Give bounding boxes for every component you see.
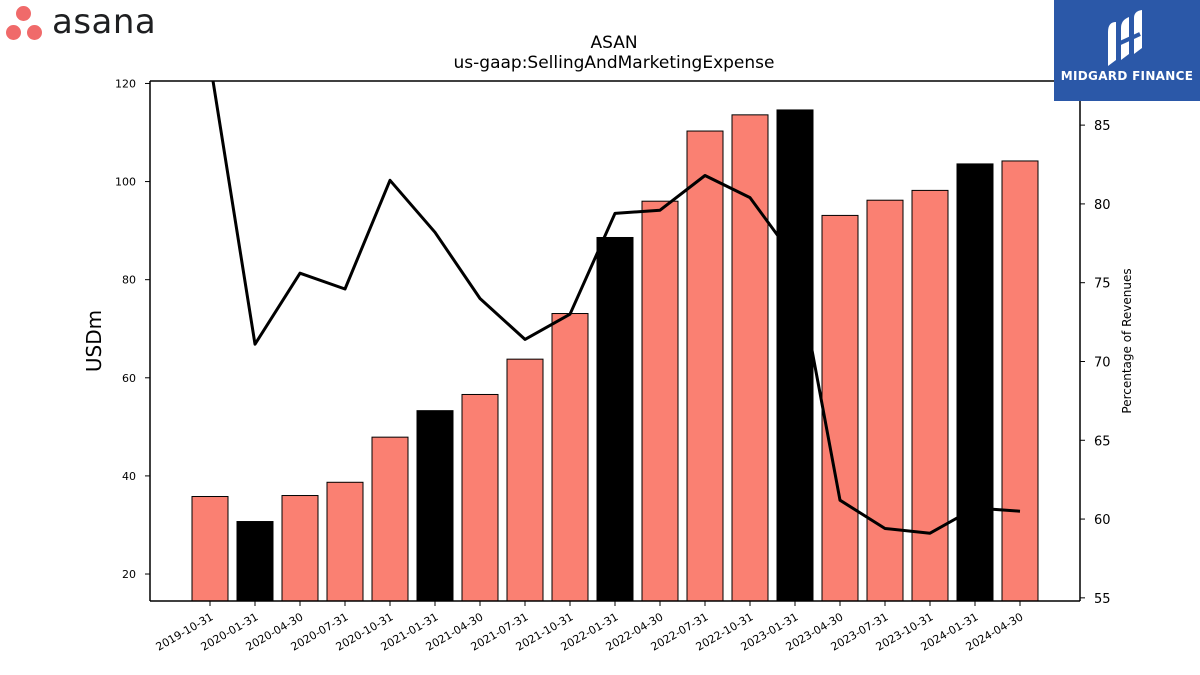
y-tick-label: 80 — [122, 274, 136, 287]
y-tick-label: 20 — [122, 568, 136, 581]
bar-2019-10-31 — [191, 496, 229, 602]
bar-2023-07-31 — [866, 199, 904, 602]
bar-2022-07-31 — [686, 130, 724, 602]
chart-title: ASAN — [590, 33, 637, 53]
line-layer — [211, 81, 1021, 535]
watermark-text: MIDGARD FINANCE — [1060, 69, 1194, 83]
bar-2023-10-31 — [911, 189, 949, 602]
y-tick-label: 40 — [122, 470, 136, 483]
bar-2024-04-30 — [1001, 160, 1039, 602]
bar-2020-10-31 — [371, 436, 409, 602]
y-tick-label: 120 — [115, 77, 136, 90]
y2-tick-label: 80 — [1094, 198, 1111, 213]
bars-layer — [191, 109, 1039, 602]
y2-tick-label: 75 — [1094, 277, 1111, 292]
y2-tick-label: 85 — [1094, 119, 1111, 134]
bar-2022-01-31 — [596, 236, 634, 602]
y-axis-label: USDm — [82, 310, 106, 372]
bar-2020-07-31 — [326, 481, 364, 602]
percentage-line — [211, 81, 1021, 535]
bar-2023-01-31 — [776, 109, 814, 602]
y2-tick-label: 60 — [1094, 513, 1111, 528]
bar-2020-04-30 — [281, 495, 319, 602]
bar-2022-04-30 — [641, 200, 679, 602]
bar-2024-01-31 — [956, 163, 994, 602]
bar-2021-07-31 — [506, 358, 544, 602]
bar-2022-10-31 — [731, 114, 769, 602]
midgard-finance-watermark: MIDGARD FINANCE — [1054, 0, 1200, 101]
bar-2020-01-31 — [236, 521, 274, 602]
bar-2021-01-31 — [416, 410, 454, 602]
bar-2023-04-30 — [821, 214, 859, 602]
y-tick-label: 60 — [122, 372, 136, 385]
y2-tick-label: 65 — [1094, 434, 1111, 449]
asana-wordmark: asana — [52, 2, 157, 42]
asana-logo: asana — [4, 2, 156, 42]
y-tick-label: 100 — [115, 176, 136, 189]
y2-tick-label: 55 — [1094, 592, 1111, 607]
y2-axis-label: Percentage of Revenues — [1120, 268, 1134, 413]
bar-2021-04-30 — [461, 393, 499, 602]
chart-subtitle: us-gaap:SellingAndMarketingExpense — [454, 53, 775, 73]
bar-2021-10-31 — [551, 313, 589, 602]
asana-dots-icon — [4, 2, 46, 42]
midgard-logo-icon — [1108, 10, 1142, 66]
y2-tick-label: 70 — [1094, 355, 1111, 370]
